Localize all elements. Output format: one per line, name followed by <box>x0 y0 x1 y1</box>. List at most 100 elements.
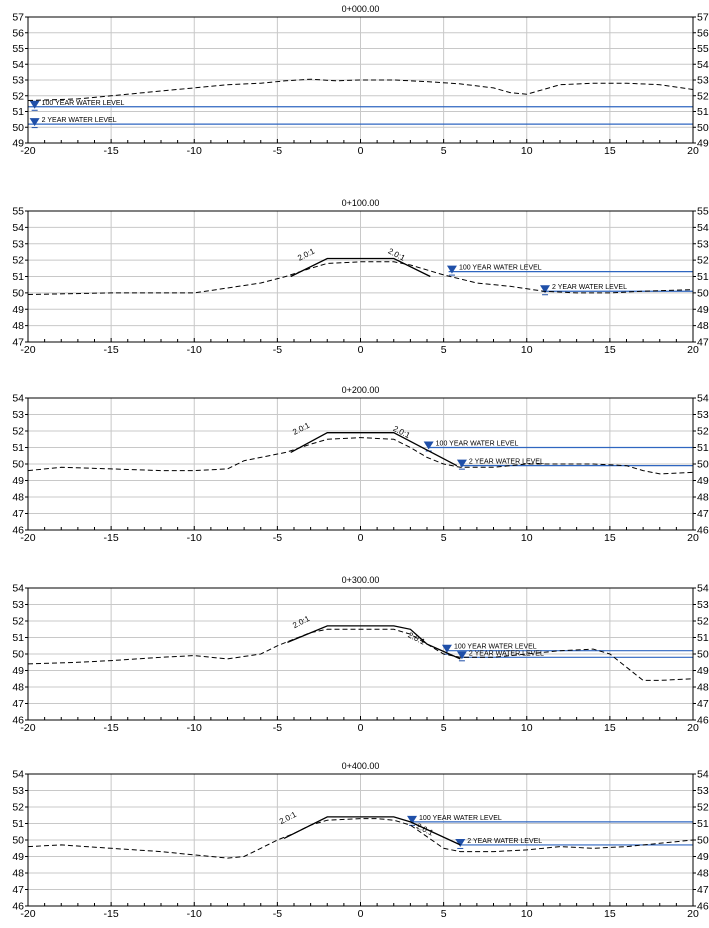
y-tick-label-right: 49 <box>697 304 709 316</box>
x-tick-label: 15 <box>604 722 616 734</box>
y-tick-label-right: 47 <box>697 337 709 349</box>
x-tick-label: -20 <box>20 344 35 356</box>
y-tick-label-left: 49 <box>12 851 24 863</box>
y-tick-label-left: 55 <box>12 43 24 55</box>
x-tick-label: 15 <box>604 908 616 920</box>
x-tick-label: -10 <box>187 145 202 157</box>
y-tick-label-right: 53 <box>697 785 709 797</box>
water-level-label: 2 YEAR WATER LEVEL <box>552 284 627 291</box>
y-tick-label-right: 53 <box>697 599 709 611</box>
y-tick-label-right: 50 <box>697 122 709 134</box>
y-tick-label-left: 54 <box>12 393 24 405</box>
water-level-marker-icon <box>456 651 467 660</box>
y-tick-label-left: 50 <box>12 122 24 134</box>
y-tick-label-right: 56 <box>697 27 709 39</box>
y-tick-label-right: 52 <box>697 426 709 438</box>
x-tick-label: -5 <box>273 532 282 544</box>
design-section-line <box>287 625 461 660</box>
y-tick-label-right: 49 <box>697 475 709 487</box>
y-tick-label-right: 49 <box>697 851 709 863</box>
x-tick-label: -10 <box>187 908 202 920</box>
y-tick-label-right: 54 <box>697 769 709 781</box>
y-tick-label-right: 51 <box>697 442 709 454</box>
slope-label: 2.0:1 <box>392 424 412 440</box>
y-tick-label-right: 52 <box>697 255 709 267</box>
y-tick-label-left: 53 <box>12 599 24 611</box>
y-tick-label-left: 53 <box>12 785 24 797</box>
x-tick-label: 10 <box>521 344 533 356</box>
water-level-label: 2 YEAR WATER LEVEL <box>42 117 117 124</box>
y-tick-label-right: 51 <box>697 106 709 118</box>
water-level-marker-icon <box>29 118 40 127</box>
y-tick-label-right: 53 <box>697 75 709 87</box>
x-tick-label: 20 <box>687 908 699 920</box>
y-tick-label-right: 55 <box>697 43 709 55</box>
y-tick-label-left: 46 <box>12 715 24 727</box>
x-tick-label: 5 <box>441 145 447 157</box>
panel-title: 0+000.00 <box>342 4 380 14</box>
x-tick-label: -5 <box>273 344 282 356</box>
y-tick-label-right: 53 <box>697 238 709 250</box>
y-tick-label-left: 48 <box>12 320 24 332</box>
y-tick-label-left: 51 <box>12 632 24 644</box>
y-tick-label-left: 50 <box>12 287 24 299</box>
y-tick-label-left: 54 <box>12 583 24 595</box>
x-tick-label: 15 <box>604 344 616 356</box>
existing-ground-line <box>27 628 694 681</box>
y-tick-label-left: 56 <box>12 27 24 39</box>
y-tick-label-right: 52 <box>697 90 709 102</box>
y-tick-label-left: 50 <box>12 459 24 471</box>
existing-ground-line <box>27 261 694 295</box>
water-level-marker-icon <box>441 644 452 653</box>
x-tick-label: 0 <box>358 908 364 920</box>
water-level-marker-icon <box>540 285 551 294</box>
y-tick-label-right: 49 <box>697 138 709 150</box>
y-tick-label-right: 46 <box>697 715 709 727</box>
y-tick-label-right: 52 <box>697 802 709 814</box>
y-tick-label-left: 51 <box>12 106 24 118</box>
x-tick-label: 0 <box>358 722 364 734</box>
x-tick-label: 5 <box>441 344 447 356</box>
panel-title: 0+300.00 <box>342 575 380 585</box>
y-tick-label-right: 48 <box>697 868 709 880</box>
y-tick-label-left: 47 <box>12 698 24 710</box>
x-tick-label: 10 <box>521 908 533 920</box>
y-tick-label-left: 52 <box>12 616 24 628</box>
y-tick-label-right: 49 <box>697 665 709 677</box>
water-level-label: 100 YEAR WATER LEVEL <box>459 265 542 272</box>
y-tick-label-left: 51 <box>12 818 24 830</box>
water-level-label: 100 YEAR WATER LEVEL <box>419 815 502 822</box>
y-tick-label-right: 55 <box>697 206 709 218</box>
water-level-marker-icon <box>29 100 40 109</box>
x-tick-label: 20 <box>687 722 699 734</box>
x-tick-label: -10 <box>187 344 202 356</box>
y-tick-label-left: 46 <box>12 525 24 537</box>
y-tick-label-left: 52 <box>12 802 24 814</box>
y-tick-label-right: 51 <box>697 271 709 283</box>
y-tick-label-left: 53 <box>12 409 24 421</box>
y-tick-label-left: 49 <box>12 475 24 487</box>
y-tick-label-left: 52 <box>12 255 24 267</box>
slope-label: 2.0:1 <box>291 420 311 436</box>
x-tick-label: 5 <box>441 908 447 920</box>
y-tick-label-left: 52 <box>12 90 24 102</box>
x-tick-label: 10 <box>521 145 533 157</box>
y-tick-label-left: 49 <box>12 138 24 150</box>
y-tick-label-right: 51 <box>697 818 709 830</box>
existing-ground-line <box>27 818 694 859</box>
y-tick-label-left: 53 <box>12 75 24 87</box>
x-tick-label: -10 <box>187 722 202 734</box>
x-tick-label: 0 <box>358 145 364 157</box>
x-tick-label: -20 <box>20 145 35 157</box>
x-tick-label: -15 <box>104 908 119 920</box>
y-tick-label-right: 54 <box>697 583 709 595</box>
y-tick-label-right: 54 <box>697 59 709 71</box>
y-tick-label-left: 47 <box>12 508 24 520</box>
x-tick-label: -20 <box>20 532 35 544</box>
design-section-line <box>283 816 461 846</box>
x-tick-label: 20 <box>687 344 699 356</box>
y-tick-label-left: 52 <box>12 426 24 438</box>
